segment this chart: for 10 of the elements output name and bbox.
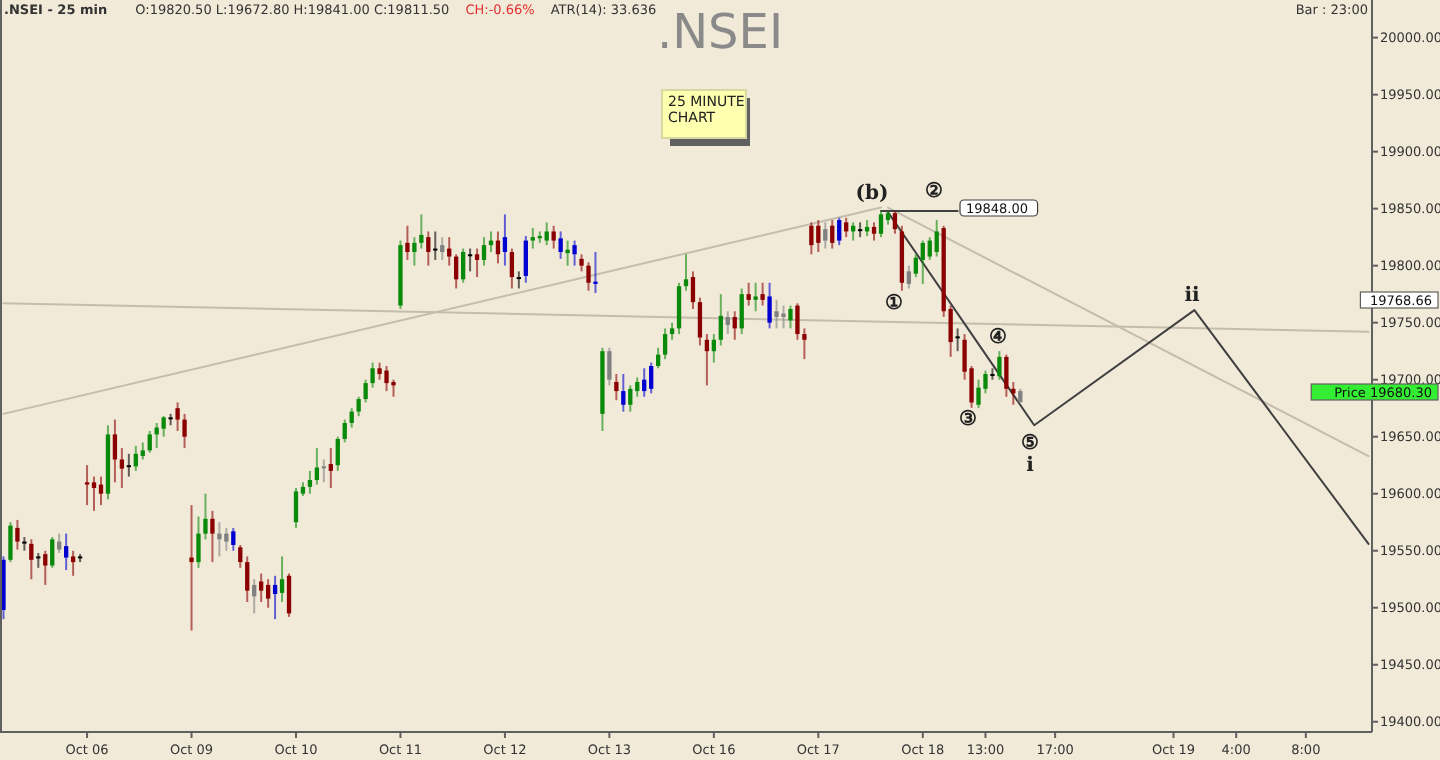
annotation: ③	[959, 409, 977, 431]
annotation: ①	[885, 293, 903, 315]
annotation: i	[1026, 455, 1035, 477]
annotation: ②	[925, 181, 943, 203]
line-series	[886, 211, 1370, 545]
annotation: ⑤	[1021, 433, 1039, 455]
chart-title: .NSEI	[656, 4, 784, 60]
annotation: (b)	[855, 183, 889, 205]
annotation: ④	[989, 327, 1007, 349]
annotation: ii	[1184, 285, 1200, 307]
